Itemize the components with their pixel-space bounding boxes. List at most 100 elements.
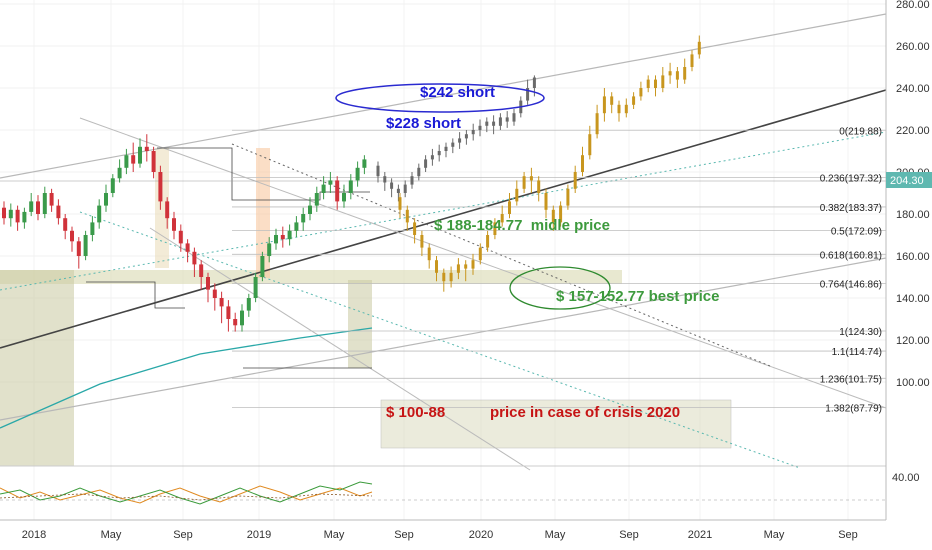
gold-projection-candle-body [500, 214, 504, 223]
gray-projection-candle-body [532, 77, 536, 88]
label-crisis-range: $ 100-88 [386, 404, 445, 421]
time-axis: 2018 May Sep 2019 May Sep 2020 May Sep 2021 May Sep [0, 519, 886, 541]
indicator-dotted-line [0, 493, 373, 501]
gold-projection-candle-body [639, 88, 643, 97]
orange-zone [256, 148, 270, 278]
candle-body [308, 205, 312, 214]
x-tick-label: Sep [394, 529, 414, 541]
y-tick-label: 160.00 [896, 251, 930, 263]
gold-projection-candle-body [435, 260, 438, 273]
gold-projection-candle-body [529, 176, 533, 181]
gold-projection-candle-body [486, 235, 490, 248]
y-tick-label: 180.00 [896, 209, 930, 221]
gold-projection-candle-body [420, 235, 424, 248]
y-tick-label: 220.00 [896, 125, 930, 137]
candle-body [15, 209, 20, 223]
candle-body [260, 256, 265, 277]
left-zone [0, 270, 74, 466]
gold-projection-candle-body [654, 79, 657, 88]
gold-projection-candle-body [566, 188, 570, 206]
gold-projection-candle-body [683, 67, 687, 80]
candle-body [131, 155, 136, 164]
gray-projection-candle-body [505, 117, 509, 122]
gray-projection-candle-body [512, 113, 516, 122]
bracket-line-1 [157, 147, 370, 201]
gold-projection-candle-body [456, 264, 460, 273]
x-tick-label: 2019 [247, 529, 271, 541]
gray-projection-candle-body [376, 165, 380, 177]
gray-projection-candle-body [485, 121, 489, 126]
x-tick-label: 2020 [469, 529, 493, 541]
candle-body [219, 298, 224, 307]
candle-body [22, 211, 27, 223]
x-tick-label: May [545, 529, 566, 541]
candle-body [274, 235, 278, 244]
candle-body [138, 146, 142, 164]
candle-body [178, 230, 183, 244]
label-228-short: $228 short [386, 115, 461, 132]
candle-body [158, 172, 163, 202]
candle-body [342, 193, 346, 202]
gold-projection-candle-body [551, 209, 555, 223]
label-midle-price: $ 188-184.77 midle price [434, 217, 610, 234]
gray-projection-candle-body [437, 151, 441, 156]
candle-body [321, 184, 326, 193]
candle-body [83, 235, 88, 256]
gray-projection-candle-body [383, 176, 387, 183]
fib-label: 1.236(101.75) [820, 374, 882, 385]
candle-body [206, 277, 210, 290]
candle-body [233, 319, 238, 326]
gray-projection-candle-body [444, 146, 448, 151]
gray-projection-candle-body [417, 167, 421, 177]
x-tick-label: 2021 [688, 529, 712, 541]
candle-body [362, 159, 367, 168]
fib-levels: 0(219.88) 0.236(197.32) 0.382(183.37) 0.5(1… [232, 126, 886, 415]
y-tick-label: 100.00 [896, 377, 930, 389]
candle-body [212, 289, 217, 298]
candle-body [199, 264, 204, 277]
indicator-orange-line [0, 485, 373, 504]
gray-projection-candle-body [464, 134, 468, 139]
candle-body [328, 180, 333, 185]
gray-projection-candle-body [410, 176, 414, 185]
gray-projection-candle-body [458, 138, 462, 143]
fib-label: 0.236(197.32) [820, 174, 882, 185]
gray-projection-candle-body [471, 130, 475, 135]
indicator-pane [0, 465, 932, 505]
x-tick-label: May [101, 529, 122, 541]
gold-projection-candle-body [581, 155, 584, 172]
last-price-badge [886, 172, 932, 188]
candle-body [185, 243, 190, 252]
gold-projection-candle-body [464, 264, 468, 269]
gold-projection-candle-body [471, 260, 475, 269]
candle-body [287, 230, 292, 240]
candle-body [151, 151, 156, 172]
gold-projection-candle-body [405, 209, 409, 223]
gold-projection-candle-body [573, 172, 577, 189]
annotations: $242 short $228 short $ 188-184.77 midle… [335, 83, 719, 421]
gray-projection-candle-body [430, 155, 434, 160]
gold-projection-candle-body [675, 71, 679, 80]
gold-projection-candle-body [508, 201, 511, 214]
gold-projection-candle-body [602, 96, 606, 114]
bracket-line-2 [86, 281, 185, 309]
candle-body [49, 193, 54, 206]
gold-projection-candle-body [668, 71, 672, 76]
gray-projection-candle-body [451, 142, 455, 147]
gold-projection-candle-body [449, 272, 453, 282]
gold-projection-candle-body [442, 272, 446, 282]
gold-projection-candle-body [610, 96, 614, 105]
gray-projection-candle-body [390, 182, 394, 189]
candle-body [90, 222, 95, 235]
gray-projection-candle-body [396, 188, 400, 193]
fib-label: 1.382(87.79) [825, 404, 882, 415]
x-tick-label: Sep [619, 529, 639, 541]
gold-projection-candle-body [559, 205, 563, 223]
gold-projection-candle-body [515, 188, 519, 202]
support-zone [0, 270, 622, 284]
candle-body [246, 298, 251, 311]
gold-projection-candle-body [398, 197, 402, 210]
x-tick-label: 2018 [22, 529, 46, 541]
gold-projection-candle-body [413, 222, 417, 235]
